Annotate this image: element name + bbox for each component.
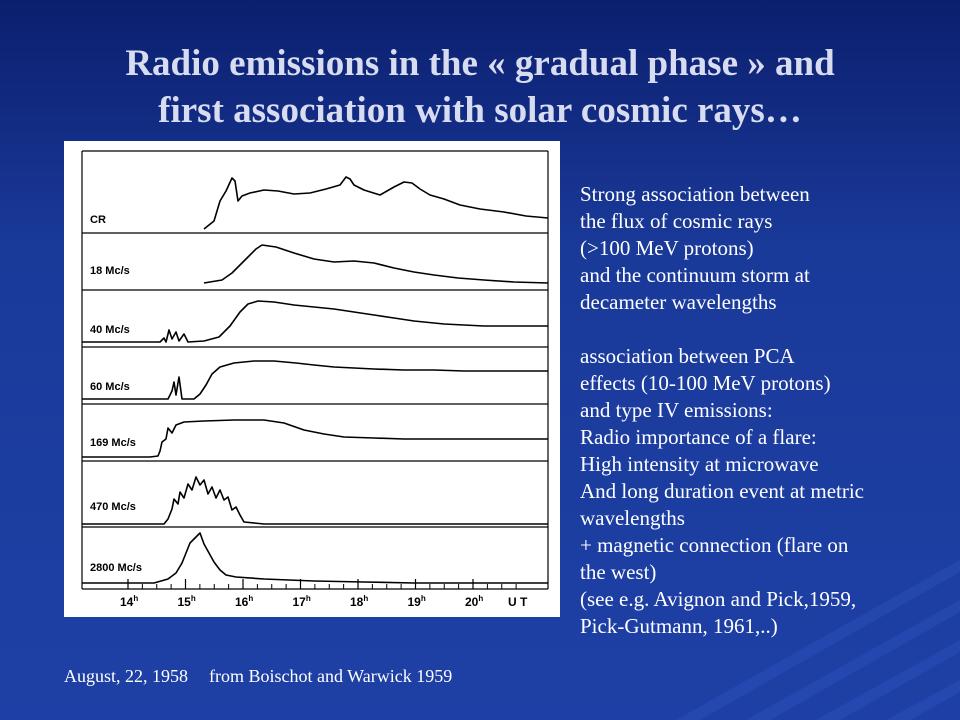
18-mcs-trace <box>203 244 549 284</box>
text-line: the flux of cosmic rays <box>580 209 773 233</box>
caption-date: August, 22, 1958 <box>64 666 189 686</box>
text-line: decameter wavelengths <box>580 290 777 314</box>
title-line-1: Radio emissions in the « gradual phase »… <box>125 43 835 84</box>
text-line: Pick-Gutmann, 1961,..) <box>580 614 778 638</box>
axis-tick-label: 16h <box>235 594 253 609</box>
cr-trace <box>203 176 549 230</box>
text-line: and the continuum storm at <box>580 263 810 287</box>
2800-mcs-trace <box>82 532 548 584</box>
axis-tick-label: 20h <box>465 594 483 609</box>
row-label-2800: 2800 Mc/s <box>90 562 142 574</box>
text-line: Radio importance of a flare: <box>580 425 817 449</box>
text-line: wavelengths <box>580 506 685 530</box>
text-line: (>100 MeV protons) <box>580 236 754 260</box>
row-label-cr: CR <box>90 214 106 226</box>
figure-caption: August, 22, 1958 from Boischot and Warwi… <box>64 666 452 687</box>
row-label-40: 40 Mc/s <box>90 324 130 336</box>
text-line: effects (10-100 MeV protons) <box>580 371 831 395</box>
text-line: High intensity at microwave <box>580 452 819 476</box>
text-line: And long duration event at metric <box>580 479 865 503</box>
row-label-18: 18 Mc/s <box>90 265 130 277</box>
slide-title: Radio emissions in the « gradual phase »… <box>20 40 940 134</box>
caption-source: from Boischot and Warwick 1959 <box>209 666 453 686</box>
40-mcs-trace <box>82 300 548 343</box>
text-line: + magnetic connection (flare on <box>580 533 849 557</box>
text-line: Strong association between <box>580 182 810 206</box>
paragraph-gap <box>580 316 952 343</box>
text-line: and type IV emissions: <box>580 398 773 422</box>
169-mcs-trace <box>82 419 548 458</box>
text-line: the west) <box>580 560 657 584</box>
radio-records-figure: CR 18 Mc/s 40 Mc/s 60 Mc/s 169 Mc/s 470 … <box>64 141 560 617</box>
axis-tick-label: 19h <box>408 594 426 609</box>
axis-tick-label: 17h <box>293 594 311 609</box>
title-line-2: first association with solar cosmic rays… <box>158 90 802 131</box>
explanation-text: Strong association between the flux of c… <box>580 181 952 640</box>
60-mcs-trace <box>82 360 548 400</box>
text-line: (see e.g. Avignon and Pick,1959, <box>580 587 857 611</box>
row-label-60: 60 Mc/s <box>90 381 130 393</box>
470-mcs-trace <box>82 476 548 525</box>
axis-tick-label: 14h <box>120 594 138 609</box>
radio-records-svg: CR 18 Mc/s 40 Mc/s 60 Mc/s 169 Mc/s 470 … <box>81 150 549 609</box>
axis-unit-label: U T <box>508 595 528 609</box>
axis-tick-label: 15h <box>178 594 196 609</box>
axis-tick-label: 18h <box>350 594 368 609</box>
row-label-169: 169 Mc/s <box>90 437 136 449</box>
text-line: association between PCA <box>580 344 795 368</box>
row-label-470: 470 Mc/s <box>90 501 136 513</box>
corner-stripes <box>676 560 960 720</box>
time-axis: 14h 15h 16h 17h 18h 19h 20h U T <box>120 579 528 609</box>
